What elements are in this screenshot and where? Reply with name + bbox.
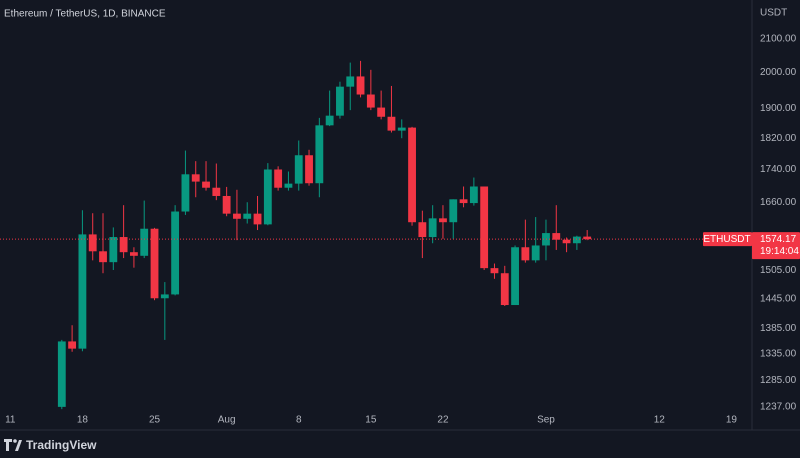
candle-body	[562, 239, 571, 244]
candle-body	[397, 127, 406, 131]
candle-body	[202, 181, 210, 188]
y-tick-label: 1820.00	[760, 133, 797, 144]
y-tick-label: 1740.00	[760, 164, 797, 175]
x-tick-label: Sep	[537, 415, 555, 426]
candle-body	[366, 94, 375, 108]
candle-body	[274, 169, 283, 188]
candle-body	[408, 127, 416, 223]
price-tag-bg	[752, 232, 800, 260]
candle-body	[336, 86, 344, 116]
x-tick-label: 25	[149, 415, 161, 426]
candle-body	[325, 115, 334, 126]
tradingview-logo[interactable]: TradingView	[4, 438, 97, 452]
candle-body	[171, 211, 180, 295]
candle-body	[387, 116, 396, 131]
candle-body	[305, 155, 313, 184]
x-tick-label: 11	[5, 415, 16, 426]
candle-body	[572, 236, 581, 244]
candle-body	[511, 247, 519, 306]
y-tick-label: 1385.00	[760, 323, 797, 334]
x-tick-label: 12	[654, 415, 666, 426]
symbol-tag: ETHUSDT	[703, 234, 750, 245]
candle-body	[57, 341, 66, 407]
countdown-label: 19:14:04	[760, 246, 799, 257]
candle-body	[552, 233, 561, 240]
chart-title: Ethereum / TetherUS, 1D, BINANCE	[4, 9, 166, 20]
candle-body	[68, 341, 77, 349]
logo-icon	[4, 439, 12, 451]
brand-name: TradingView	[26, 438, 97, 452]
x-tick-label: 19	[726, 415, 738, 426]
candle-body	[109, 237, 118, 263]
candle-body	[99, 251, 107, 263]
y-tick-label: 1505.00	[760, 265, 797, 276]
candle-body	[542, 233, 550, 246]
candle-body	[160, 294, 169, 299]
candle-body	[490, 268, 499, 274]
symbol-tag-bg	[703, 232, 752, 247]
candle-body	[78, 234, 87, 349]
y-tick-label: 1660.00	[760, 197, 797, 208]
candle-body	[428, 218, 437, 238]
candle-body	[284, 183, 293, 188]
candle-body	[469, 186, 478, 204]
candle-body	[140, 228, 149, 256]
candle-body	[150, 228, 159, 299]
x-tick-label: 8	[296, 415, 302, 426]
y-tick-label: 1445.00	[760, 293, 797, 304]
candle-body	[119, 237, 128, 253]
candle-body	[263, 169, 272, 225]
candle-body	[439, 218, 447, 223]
candle-body	[88, 234, 97, 252]
x-tick-label: Aug	[218, 415, 236, 426]
candle-body	[222, 195, 231, 214]
candle-body	[459, 199, 468, 204]
y-tick-label: 1237.00	[760, 402, 797, 413]
candle-body	[294, 155, 303, 184]
candle-body	[356, 76, 365, 95]
last-price-label: 1574.17	[760, 234, 797, 245]
candle-body	[500, 273, 509, 306]
candle-body	[181, 174, 190, 212]
candle-body	[346, 76, 355, 87]
logo-icon-slash	[15, 440, 22, 451]
candle-body	[253, 213, 262, 225]
x-tick-label: 15	[365, 415, 377, 426]
candle-body	[315, 125, 324, 184]
candle-body	[449, 199, 458, 223]
x-tick-label: 22	[437, 415, 449, 426]
candle-body	[480, 186, 489, 269]
y-axis-label: USDT	[760, 8, 787, 19]
candle-body	[130, 252, 138, 256]
candle-body	[233, 213, 241, 219]
candle-body	[191, 174, 200, 182]
y-tick-label: 2000.00	[760, 67, 797, 78]
candle-body	[418, 222, 427, 238]
candle-body	[583, 236, 592, 240]
candle-body	[212, 187, 221, 196]
x-tick-label: 18	[77, 415, 89, 426]
y-tick-label: 1285.00	[760, 375, 797, 386]
candle-body	[521, 247, 530, 261]
y-tick-label: 1335.00	[760, 348, 797, 359]
candle-body	[243, 213, 252, 219]
candle-body	[531, 245, 540, 261]
plot-area	[57, 60, 592, 410]
candle-body	[377, 107, 386, 117]
y-tick-label: 1900.00	[760, 103, 797, 114]
logo-icon-dot	[13, 439, 17, 443]
y-tick-label: 2100.00	[760, 33, 797, 44]
